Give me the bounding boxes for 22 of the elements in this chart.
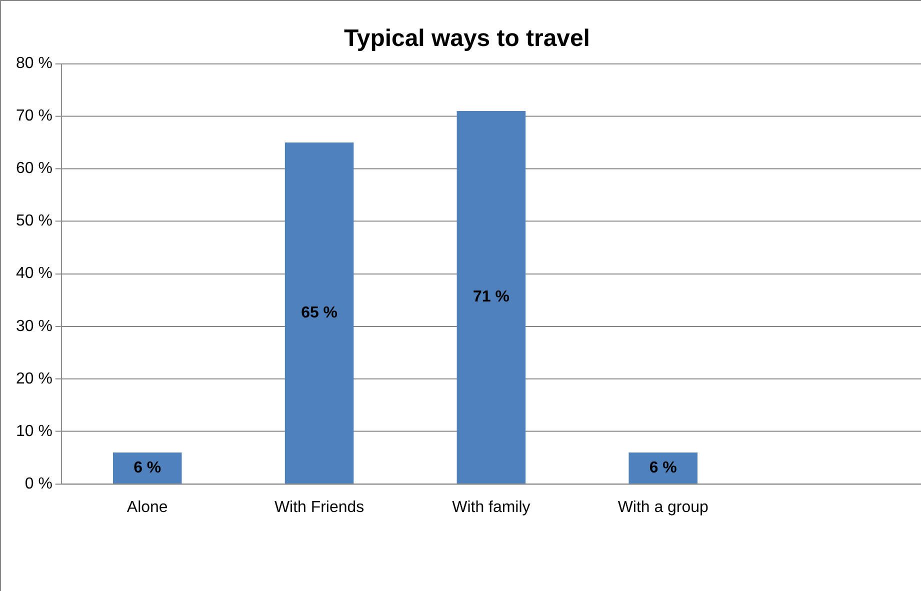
y-tick-label: 40 % xyxy=(16,265,52,282)
x-tick-label: Alone xyxy=(126,498,168,516)
chart-title: Typical ways to travel xyxy=(344,24,590,52)
y-tick-label: 20 % xyxy=(16,370,52,388)
y-tick-label: 30 % xyxy=(16,318,52,335)
x-tick-label: With family xyxy=(452,498,530,516)
bar xyxy=(284,142,354,484)
y-tick-label: 60 % xyxy=(16,160,52,178)
y-tick-label: 10 % xyxy=(16,422,52,440)
y-tick-label: 80 % xyxy=(16,55,52,72)
data-label: 65 % xyxy=(301,304,338,322)
bar xyxy=(456,110,526,484)
bar xyxy=(628,452,698,484)
x-tick-label: With a group xyxy=(618,498,709,516)
y-tick-label: 0 % xyxy=(24,475,52,492)
bar xyxy=(112,452,182,484)
data-label: 6 % xyxy=(134,459,162,476)
data-label: 71 % xyxy=(472,288,510,306)
data-label: 6 % xyxy=(649,459,677,476)
y-tick-label: 50 % xyxy=(16,212,52,230)
x-tick-label: With Friends xyxy=(274,498,364,516)
y-tick-label: 70 % xyxy=(16,108,52,125)
